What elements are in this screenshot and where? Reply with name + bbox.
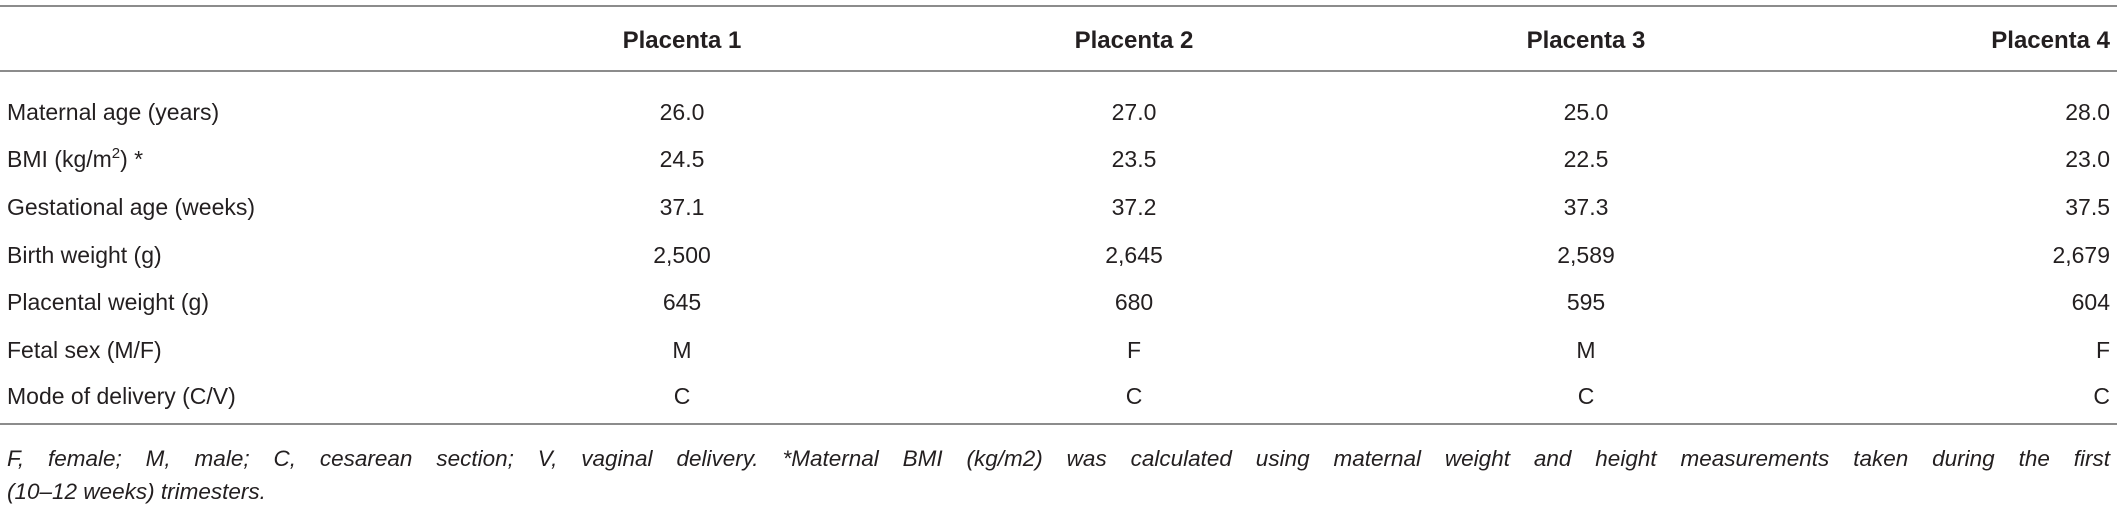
- table-cell: 28.0: [2065, 99, 2110, 125]
- table-cell: 37.3: [1563, 194, 1609, 220]
- table-cell: F: [2095, 337, 2110, 363]
- table-cell: 2,645: [1105, 242, 1163, 268]
- table-cell: 680: [1114, 289, 1154, 315]
- bottom-rule: [0, 423, 2117, 425]
- table-cell: 604: [2071, 289, 2110, 315]
- column-header: Placenta 4: [1991, 27, 2110, 54]
- label-text: Mode of delivery (C/V): [7, 383, 236, 409]
- table-cell: 25.0: [1563, 99, 1609, 125]
- table-cell: 595: [1566, 289, 1606, 315]
- label-text: Fetal sex (M/F): [7, 337, 162, 363]
- footnote: F, female; M, male; C, cesarean section;…: [7, 442, 2110, 508]
- table-cell: 2,679: [2052, 242, 2110, 268]
- table-cell: C: [1577, 383, 1595, 409]
- column-header: Placenta 3: [1526, 27, 1646, 54]
- table-cell: C: [1125, 383, 1143, 409]
- table-cell: 37.5: [2065, 194, 2110, 220]
- table-cell: 24.5: [659, 146, 705, 172]
- table-cell: 27.0: [1111, 99, 1157, 125]
- label-text: Birth weight (g): [7, 242, 162, 268]
- table-cell: 23.0: [2065, 146, 2110, 172]
- label-text: Gestational age (weeks): [7, 194, 256, 220]
- row-label: Mode of delivery (C/V): [7, 381, 236, 411]
- label-superscript: 2: [111, 145, 121, 162]
- row-label: Placental weight (g): [7, 287, 209, 317]
- label-text: Maternal age (years): [7, 99, 220, 125]
- table-cell: C: [2093, 383, 2110, 409]
- table-cell: 37.2: [1111, 194, 1157, 220]
- header-rule: [0, 70, 2117, 72]
- footnote-line: F, female; M, male; C, cesarean section;…: [7, 446, 2110, 471]
- table-cell: 37.1: [659, 194, 705, 220]
- label-suffix: ) *: [120, 146, 144, 172]
- table-cell: 2,589: [1557, 242, 1615, 268]
- column-header: Placenta 1: [622, 27, 742, 54]
- table-cell: 26.0: [659, 99, 705, 125]
- table-cell: 645: [662, 289, 702, 315]
- table-cell: M: [672, 337, 692, 363]
- footnote-line: (10–12 weeks) trimesters.: [7, 479, 266, 504]
- table-cell: 23.5: [1111, 146, 1157, 172]
- row-label: Gestational age (weeks): [7, 192, 255, 222]
- row-label: BMI (kg/m2) *: [7, 144, 143, 174]
- table-cell: M: [1576, 337, 1596, 363]
- row-label: Fetal sex (M/F): [7, 335, 162, 365]
- top-rule: [0, 5, 2117, 7]
- table-cell: 22.5: [1563, 146, 1609, 172]
- table-cell: C: [673, 383, 691, 409]
- column-header: Placenta 2: [1074, 27, 1194, 54]
- label-text: Placental weight (g): [7, 289, 209, 315]
- table-cell: 2,500: [653, 242, 711, 268]
- row-label: Maternal age (years): [7, 97, 219, 127]
- row-label: Birth weight (g): [7, 240, 162, 270]
- label-text: BMI (kg/m: [7, 146, 112, 172]
- table-cell: F: [1126, 337, 1142, 363]
